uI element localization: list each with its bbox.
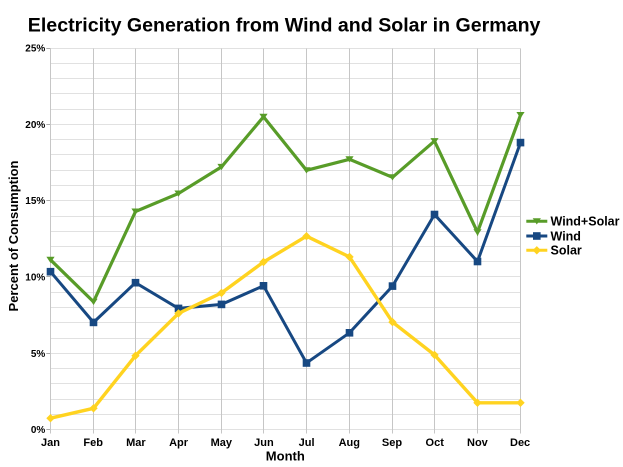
svg-text:15%: 15%	[25, 196, 45, 207]
svg-text:May: May	[211, 437, 233, 449]
svg-text:25%: 25%	[25, 44, 45, 55]
svg-text:Sep: Sep	[382, 437, 402, 449]
svg-text:Jan: Jan	[41, 437, 60, 449]
svg-text:20%: 20%	[25, 120, 45, 131]
svg-text:Electricity Generation from Wi: Electricity Generation from Wind and Sol…	[28, 14, 541, 36]
svg-text:Feb: Feb	[83, 437, 103, 449]
svg-text:Jun: Jun	[254, 437, 274, 449]
svg-text:Aug: Aug	[339, 437, 360, 449]
svg-text:Wind+Solar: Wind+Solar	[551, 215, 620, 229]
svg-text:Month: Month	[266, 449, 305, 464]
svg-text:Apr: Apr	[169, 437, 189, 449]
svg-text:Dec: Dec	[510, 437, 530, 449]
svg-text:Oct: Oct	[426, 437, 445, 449]
svg-text:5%: 5%	[31, 349, 46, 360]
svg-text:Percent of Consumption: Percent of Consumption	[6, 160, 21, 311]
svg-text:Mar: Mar	[126, 437, 146, 449]
svg-text:Solar: Solar	[551, 244, 582, 258]
svg-text:10%: 10%	[25, 273, 45, 284]
svg-text:Wind: Wind	[551, 229, 581, 243]
svg-text:Nov: Nov	[467, 437, 489, 449]
svg-text:0%: 0%	[31, 425, 46, 436]
svg-text:Jul: Jul	[299, 437, 315, 449]
